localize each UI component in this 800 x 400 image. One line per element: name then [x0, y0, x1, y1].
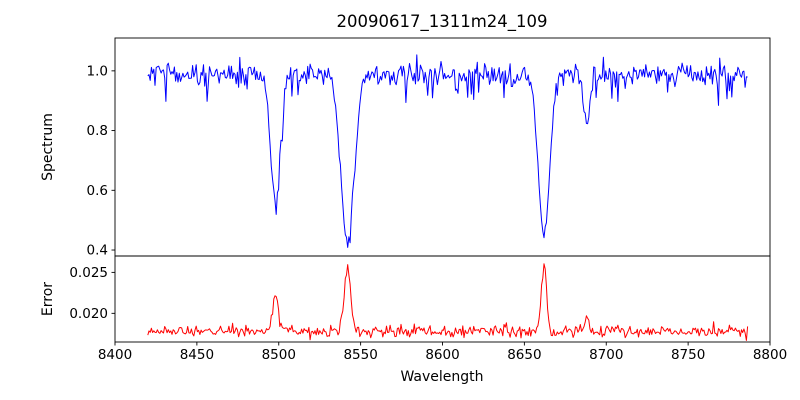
chart-title: 20090617_1311m24_109 — [336, 12, 547, 32]
spectrum-y-axis-label: Spectrum — [40, 113, 56, 181]
error-y-tick-label: 0.020 — [69, 306, 108, 322]
x-tick-label: 8650 — [507, 347, 541, 363]
x-tick-label: 8400 — [98, 347, 132, 363]
x-tick-label: 8750 — [671, 347, 705, 363]
x-tick-label: 8800 — [753, 347, 787, 363]
spectrum-y-tick-label: 0.6 — [87, 183, 108, 199]
x-tick-label: 8550 — [343, 347, 377, 363]
error-line — [147, 263, 749, 341]
x-tick-label: 8600 — [425, 347, 459, 363]
spectrum-line — [147, 54, 748, 248]
spectrum-y-tick-label: 1.0 — [87, 63, 108, 79]
spectrum-y-tick-label: 0.4 — [87, 243, 108, 259]
x-tick-label: 8700 — [589, 347, 623, 363]
x-axis-label: Wavelength — [400, 369, 483, 385]
x-tick-label: 8500 — [262, 347, 296, 363]
error-y-tick-label: 0.025 — [69, 265, 108, 281]
x-tick-label: 8450 — [180, 347, 214, 363]
error-panel-frame — [114, 255, 771, 343]
spectrum-y-tick-label: 0.8 — [87, 123, 108, 139]
error-y-axis-label: Error — [40, 282, 56, 316]
